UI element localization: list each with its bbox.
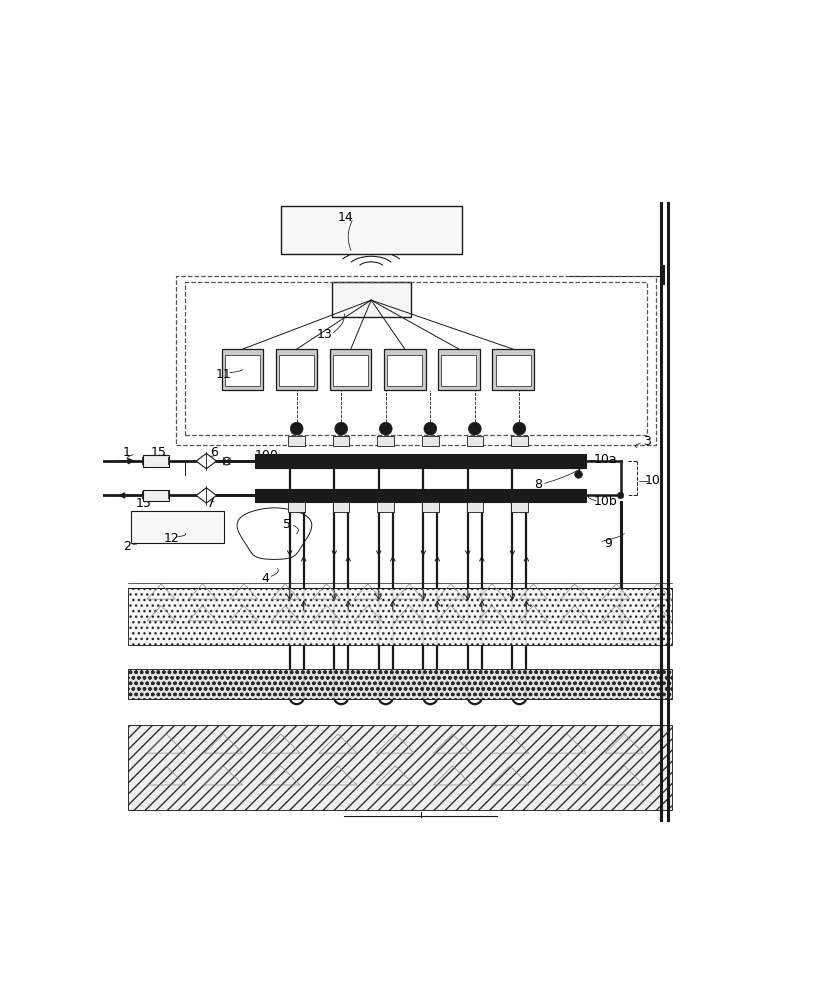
Text: 3: 3 xyxy=(643,435,650,448)
Text: 13: 13 xyxy=(316,328,332,341)
Bar xyxy=(176,276,656,445)
Bar xyxy=(279,355,314,386)
Bar xyxy=(332,282,411,317)
Bar xyxy=(128,725,672,810)
Circle shape xyxy=(335,422,347,435)
Text: 6: 6 xyxy=(210,446,218,459)
Bar xyxy=(255,489,586,502)
Bar xyxy=(333,502,350,512)
Circle shape xyxy=(617,492,624,499)
Bar xyxy=(128,669,672,699)
Bar xyxy=(496,355,530,386)
Text: 10: 10 xyxy=(645,474,661,487)
Bar xyxy=(511,436,528,446)
Bar xyxy=(511,502,528,512)
Bar xyxy=(388,355,422,386)
Text: 11: 11 xyxy=(216,368,232,381)
Bar xyxy=(493,349,534,390)
Bar xyxy=(438,349,479,390)
Circle shape xyxy=(469,422,481,435)
Bar xyxy=(378,436,394,446)
Text: 1: 1 xyxy=(123,446,131,459)
Text: 7: 7 xyxy=(207,497,215,510)
Text: 8: 8 xyxy=(534,478,543,491)
Text: 10b: 10b xyxy=(594,495,617,508)
Circle shape xyxy=(291,422,303,435)
Text: 200: 200 xyxy=(255,492,278,505)
Bar xyxy=(255,454,586,468)
Bar xyxy=(276,349,318,390)
Polygon shape xyxy=(196,488,217,503)
Circle shape xyxy=(513,422,525,435)
Bar xyxy=(131,511,223,543)
Text: 9: 9 xyxy=(604,537,612,550)
Bar xyxy=(186,282,647,435)
Bar xyxy=(384,349,425,390)
Bar xyxy=(442,355,476,386)
Bar xyxy=(288,502,305,512)
Bar xyxy=(330,349,371,390)
Circle shape xyxy=(575,471,582,478)
Bar xyxy=(281,206,462,254)
Bar xyxy=(333,436,350,446)
Circle shape xyxy=(379,422,392,435)
Bar xyxy=(128,588,672,645)
Bar xyxy=(466,502,483,512)
Text: 10a: 10a xyxy=(594,453,617,466)
Bar xyxy=(225,355,260,386)
Bar xyxy=(378,502,394,512)
Bar xyxy=(143,455,169,467)
Polygon shape xyxy=(196,453,217,469)
Text: 12: 12 xyxy=(163,532,179,545)
Bar xyxy=(143,490,169,501)
Bar xyxy=(422,436,438,446)
Bar xyxy=(222,349,264,390)
Text: 14: 14 xyxy=(337,211,354,224)
Text: 15: 15 xyxy=(151,446,167,459)
Circle shape xyxy=(424,422,437,435)
Bar xyxy=(333,355,369,386)
Text: 15: 15 xyxy=(136,497,152,510)
Text: 2: 2 xyxy=(123,540,131,553)
Text: 5: 5 xyxy=(283,518,291,531)
Text: 4: 4 xyxy=(261,572,268,585)
Bar xyxy=(422,502,438,512)
Bar xyxy=(288,436,305,446)
Text: 100: 100 xyxy=(255,449,278,462)
Bar xyxy=(466,436,483,446)
